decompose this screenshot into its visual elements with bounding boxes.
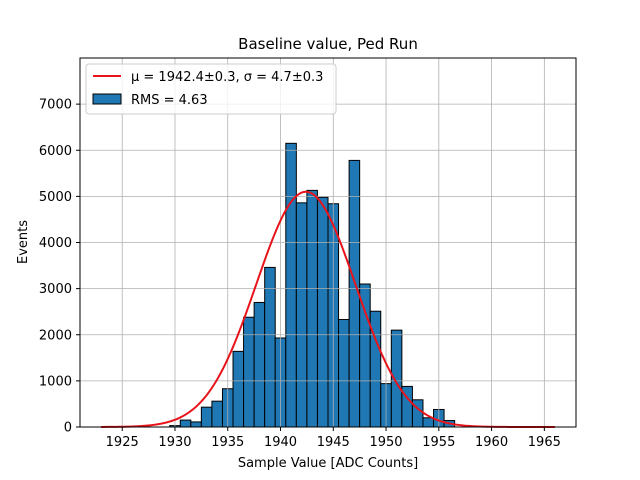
histogram-bar [253, 301, 266, 428]
legend-hist-swatch [92, 93, 122, 105]
legend-hist-label: RMS = 4.63 [131, 93, 208, 108]
histogram-bar [359, 283, 371, 428]
histogram-bar [338, 319, 350, 428]
y-tick-label: 4000 [39, 236, 72, 251]
histogram-bar [200, 406, 213, 428]
x-tick-label: 1950 [369, 435, 402, 450]
y-tick-label: 0 [64, 421, 72, 436]
histogram-bar [306, 189, 318, 428]
histogram-bar [190, 421, 202, 428]
y-tick-label: 1000 [39, 374, 72, 389]
histogram-bar [179, 419, 192, 428]
x-axis-title: Sample Value [ADC Counts] [238, 456, 418, 471]
x-tick-label: 1965 [528, 435, 561, 450]
x-tick-label: 1940 [264, 435, 297, 450]
histogram-bar [316, 196, 329, 428]
y-axis-ticks: 0 1000 2000 3000 4000 5000 6000 7000 [39, 98, 80, 436]
legend-box [85, 63, 337, 115]
y-tick-label: 5000 [39, 190, 72, 205]
x-tick-label: 1925 [106, 435, 139, 450]
x-tick-label: 1945 [317, 435, 350, 450]
y-tick-label: 6000 [39, 144, 72, 159]
gaussian-fit-curve [101, 190, 555, 428]
x-tick-label: 1935 [211, 435, 244, 450]
x-axis-ticks: 1925 1930 1935 1940 1945 1950 1955 1960 1965 [106, 427, 561, 450]
legend-fit-label: μ = 1942.4±0.3, σ = 4.7±0.3 [131, 70, 323, 85]
histogram-bar [285, 142, 297, 428]
histogram-bar [295, 202, 308, 428]
y-tick-label: 2000 [39, 328, 72, 343]
y-axis-title: Events [16, 220, 31, 264]
chart-title: Baseline value, Ped Run [238, 35, 418, 53]
histogram-bar [264, 266, 276, 428]
histogram-bar [211, 400, 223, 428]
histogram-bar [232, 350, 245, 428]
y-tick-label: 7000 [39, 98, 72, 113]
x-tick-label: 1930 [158, 435, 191, 450]
x-tick-label: 1960 [475, 435, 508, 450]
histogram-bar [243, 316, 255, 428]
histogram-bar [422, 417, 435, 428]
x-tick-label: 1955 [422, 435, 455, 450]
legend: μ = 1942.4±0.3, σ = 4.7±0.3 RMS = 4.63 [85, 63, 337, 115]
y-tick-label: 3000 [39, 282, 72, 297]
